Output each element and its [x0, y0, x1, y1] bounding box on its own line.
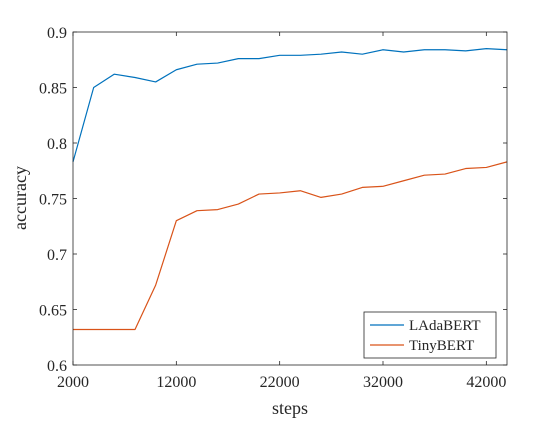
x-tick-label: 42000	[466, 374, 506, 391]
y-tick-label: 0.8	[47, 136, 67, 153]
legend-label-tinybert: TinyBERT	[409, 338, 474, 354]
legend-box	[363, 311, 497, 359]
y-tick-label: 0.9	[47, 25, 67, 42]
x-tick-label: 12000	[156, 374, 196, 391]
x-tick-label: 2000	[57, 374, 89, 391]
x-tick-label: 32000	[363, 374, 403, 391]
y-tick-label: 0.7	[47, 247, 67, 264]
legend-label-ladabert: LAdaBERT	[409, 318, 481, 334]
series-line-tinybert	[73, 161, 508, 331]
y-tick-label: 0.75	[39, 192, 67, 209]
x-tick-label: 22000	[260, 374, 300, 391]
y-tick-label: 0.65	[39, 303, 67, 320]
series-line-ladabert	[72, 48, 508, 163]
x-axis-label: steps	[272, 398, 308, 418]
y-tick-label: 0.6	[47, 358, 67, 375]
y-axis-label: accuracy	[10, 166, 30, 230]
y-tick-label: 0.85	[39, 81, 67, 98]
